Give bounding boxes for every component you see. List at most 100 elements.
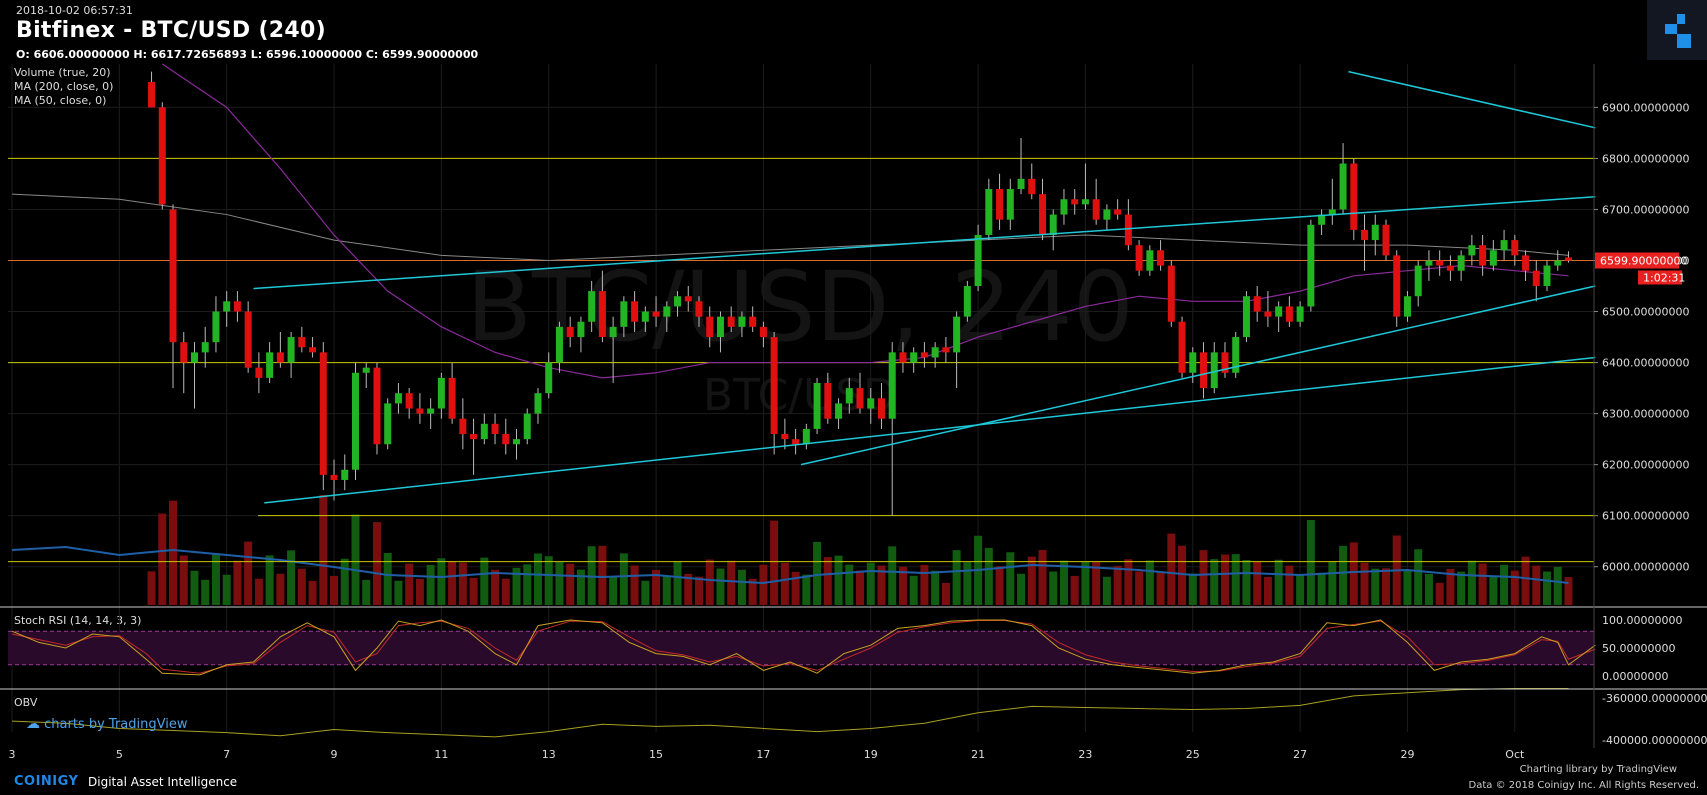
price-tick-label: 6400.00000000 — [1602, 357, 1689, 370]
candle-body — [341, 469, 349, 480]
candle-body — [1328, 209, 1336, 215]
obv-tick-label: -360000.00000000 — [1602, 692, 1707, 705]
volume-bar — [533, 553, 542, 605]
price-tick-label: 6300.00000000 — [1602, 408, 1689, 421]
candle-body — [1060, 199, 1068, 215]
volume-bar — [1457, 571, 1466, 605]
volume-bar — [147, 571, 156, 605]
candle-body — [835, 403, 843, 419]
candle-body — [695, 301, 703, 317]
volume-bar — [1274, 559, 1283, 605]
volume-bar — [1027, 556, 1036, 605]
volume-bar — [823, 557, 832, 605]
volume-bar — [362, 579, 371, 605]
candle-body — [384, 403, 392, 445]
volume-bar — [297, 568, 306, 605]
candle-body — [770, 337, 778, 435]
candle-body — [158, 107, 166, 205]
candle-body — [813, 382, 821, 429]
candle-body — [148, 81, 156, 108]
candle-body — [201, 342, 209, 353]
candle-body — [1554, 260, 1562, 266]
candle-body — [212, 311, 220, 343]
x-tick-label: 27 — [1293, 748, 1307, 761]
footer-charting-library[interactable]: Charting library by TradingView — [1519, 764, 1677, 775]
candle-body — [1393, 255, 1401, 317]
volume-bar — [1199, 550, 1208, 605]
price-tick-label: 6700.00000000 — [1602, 203, 1689, 216]
coinigy-logo[interactable] — [1647, 0, 1707, 60]
volume-bar — [512, 567, 521, 605]
candle-body — [1339, 163, 1347, 210]
volume-bar — [1414, 549, 1423, 605]
candle-body — [663, 306, 671, 317]
stoch-band — [8, 631, 1594, 665]
volume-bar — [169, 500, 178, 605]
candle-body — [1135, 245, 1143, 271]
candle-body — [1092, 199, 1100, 220]
volume-bar — [1381, 568, 1390, 605]
candle-body — [1446, 265, 1454, 271]
candle-body — [1318, 214, 1326, 225]
candle-body — [319, 352, 327, 475]
volume-bar — [1006, 552, 1015, 605]
candle-body — [727, 316, 735, 327]
indicator-obv-label[interactable]: OBV — [14, 696, 38, 709]
volume-bar — [372, 522, 381, 605]
candle-body — [641, 311, 649, 322]
volume-bar — [1167, 533, 1176, 605]
chart-title: Bitfinex - BTC/USD (240) — [16, 18, 326, 43]
volume-bar — [1349, 542, 1358, 605]
volume-bar — [1553, 566, 1562, 605]
volume-bar — [566, 563, 575, 605]
x-tick-label: 29 — [1400, 748, 1414, 761]
volume-bar — [1296, 574, 1305, 605]
x-tick-label: 21 — [971, 748, 985, 761]
candle-body — [953, 316, 961, 353]
indicator-stoch-label[interactable]: Stoch RSI (14, 14, 3, 3) — [14, 614, 142, 627]
volume-bar — [1102, 576, 1111, 605]
volume-bar — [179, 555, 188, 605]
x-tick-label: 13 — [542, 748, 556, 761]
obv-tick-label: -400000.00000000 — [1602, 734, 1707, 747]
volume-bar — [813, 541, 822, 605]
candle-body — [233, 301, 241, 312]
volume-bar — [673, 561, 682, 605]
x-tick-label: 9 — [331, 748, 338, 761]
trendline — [800, 285, 1596, 466]
candle-body — [1200, 352, 1208, 389]
volume-bar — [866, 562, 875, 605]
volume-bar — [716, 568, 725, 605]
candle-body — [405, 393, 413, 409]
candle-body — [244, 311, 252, 368]
candle-body — [416, 408, 424, 414]
tradingview-badge[interactable]: ☁ charts by TradingView — [26, 716, 187, 732]
candle-body — [1371, 224, 1379, 241]
volume-bar — [931, 570, 940, 605]
indicator-ma200-label[interactable]: MA (200, close, 0) — [14, 80, 114, 93]
volume-bar — [1306, 520, 1315, 605]
ma50-line — [161, 63, 1569, 379]
candle-body — [598, 291, 606, 338]
volume-bar — [308, 580, 317, 605]
price-tag-value: 6599.90000000 — [1600, 254, 1687, 267]
volume-bar — [1113, 565, 1122, 605]
candle-body — [684, 296, 692, 302]
volume-bar — [501, 578, 510, 605]
indicator-ma50-label[interactable]: MA (50, close, 0) — [14, 94, 107, 107]
indicator-volume-label[interactable]: Volume (true, 20) — [14, 66, 111, 79]
volume-bar — [469, 577, 478, 605]
volume-bar — [877, 565, 886, 605]
candle-body — [266, 352, 274, 378]
candle-body — [373, 367, 381, 445]
volume-bar — [1070, 575, 1079, 605]
price-tick-label: 6500.00000000 — [1602, 306, 1689, 319]
volume-bar — [598, 545, 607, 605]
volume-bar — [244, 541, 253, 605]
candle-body — [545, 362, 553, 394]
footer-copyright: Data © 2018 Coinigy Inc. All Rights Rese… — [1468, 780, 1699, 791]
volume-bar — [437, 558, 446, 605]
volume-bar — [748, 578, 757, 605]
price-tick-label: 6200.00000000 — [1602, 459, 1689, 472]
